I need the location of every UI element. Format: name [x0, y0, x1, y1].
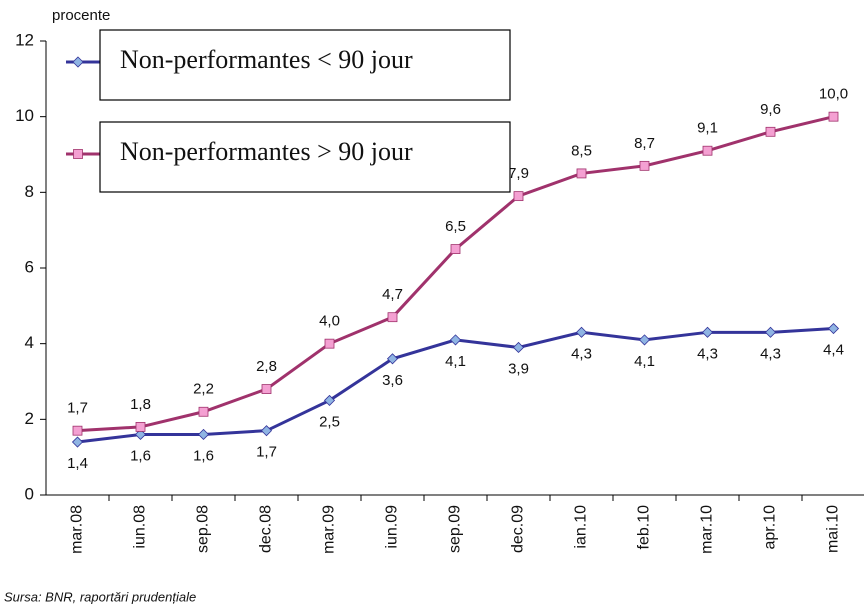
- data-label: 4,1: [634, 353, 655, 370]
- data-label: 4,1: [445, 353, 466, 370]
- y-tick-label: 2: [25, 409, 34, 428]
- x-tick-label: sep.09: [447, 505, 464, 553]
- data-point: [512, 341, 525, 354]
- legend-label: Non-performantes < 90 jour: [120, 45, 413, 74]
- data-label: 4,3: [571, 345, 592, 362]
- legend-marker: [73, 149, 83, 159]
- x-tick-label: mar.10: [699, 505, 716, 554]
- x-tick-label: mai.10: [825, 505, 842, 553]
- data-label: 4,7: [382, 286, 403, 303]
- data-label: 2,8: [256, 358, 277, 375]
- data-label: 4,3: [760, 345, 781, 362]
- x-tick-label: feb.10: [636, 505, 653, 550]
- data-label: 4,4: [823, 342, 844, 359]
- x-tick-label: mar.09: [321, 505, 338, 554]
- data-point: [575, 326, 588, 338]
- data-point: [639, 160, 650, 171]
- data-point: [449, 334, 462, 346]
- data-label: 1,4: [67, 455, 88, 472]
- data-label: 9,6: [760, 101, 781, 118]
- legend-box: [99, 121, 511, 193]
- data-point: [450, 244, 461, 254]
- x-tick-label: dec.08: [258, 505, 275, 553]
- y-tick-label: 8: [25, 182, 34, 201]
- data-label: 1,6: [130, 447, 151, 464]
- data-point: [71, 436, 84, 448]
- data-point: [765, 126, 776, 137]
- data-point: [638, 334, 651, 346]
- data-point: [135, 421, 146, 432]
- y-tick-label: 12: [15, 30, 34, 49]
- source-note: Sursa: BNR, raportări prudențiale: [4, 589, 196, 604]
- data-point: [764, 326, 777, 338]
- data-label: 8,5: [571, 142, 592, 159]
- y-tick-label: 10: [15, 106, 34, 125]
- data-point: [828, 111, 839, 122]
- legend-marker: [72, 56, 84, 68]
- x-tick-label: mar.08: [69, 505, 86, 554]
- legend-box: [99, 29, 511, 101]
- x-tick-label: sep.08: [195, 505, 212, 553]
- data-point: [261, 384, 272, 394]
- data-label: 1,8: [130, 396, 151, 413]
- x-tick-label: iun.08: [132, 505, 149, 549]
- data-label: 1,7: [256, 444, 277, 461]
- data-label: 1,6: [193, 447, 214, 464]
- data-label: 1,7: [67, 400, 88, 417]
- data-label: 2,2: [193, 381, 214, 398]
- data-point: [134, 428, 147, 441]
- x-tick-label: ian.10: [573, 505, 590, 549]
- data-label: 3,6: [382, 372, 403, 389]
- data-label: 4,0: [319, 313, 340, 330]
- data-label: 7,9: [508, 165, 529, 182]
- x-tick-label: dec.09: [510, 505, 527, 553]
- data-point: [260, 425, 273, 437]
- data-point: [386, 353, 399, 365]
- y-axis-label: procente: [52, 7, 110, 24]
- data-point: [702, 145, 713, 156]
- y-tick-label: 6: [25, 257, 34, 276]
- data-point: [701, 326, 714, 338]
- data-point: [513, 191, 524, 202]
- data-point: [387, 312, 398, 323]
- data-label: 8,7: [634, 135, 655, 152]
- data-point: [72, 425, 83, 436]
- legend-label: Non-performantes > 90 jour: [120, 137, 413, 166]
- y-tick-label: 4: [25, 333, 34, 352]
- data-label: 6,5: [445, 218, 466, 235]
- data-point: [323, 394, 336, 406]
- data-point: [827, 322, 840, 335]
- data-point: [324, 338, 335, 349]
- data-point: [198, 406, 209, 417]
- data-label: 9,1: [697, 120, 718, 137]
- data-label: 4,3: [697, 345, 718, 362]
- data-label: 2,5: [319, 413, 340, 430]
- data-point: [197, 428, 210, 441]
- y-tick-label: 0: [25, 484, 34, 503]
- x-tick-label: iun.09: [384, 505, 401, 549]
- data-label: 10,0: [819, 86, 848, 103]
- x-tick-label: apr.10: [762, 505, 779, 550]
- data-label: 3,9: [508, 360, 529, 377]
- data-point: [576, 168, 587, 179]
- series-line: [77, 327, 834, 444]
